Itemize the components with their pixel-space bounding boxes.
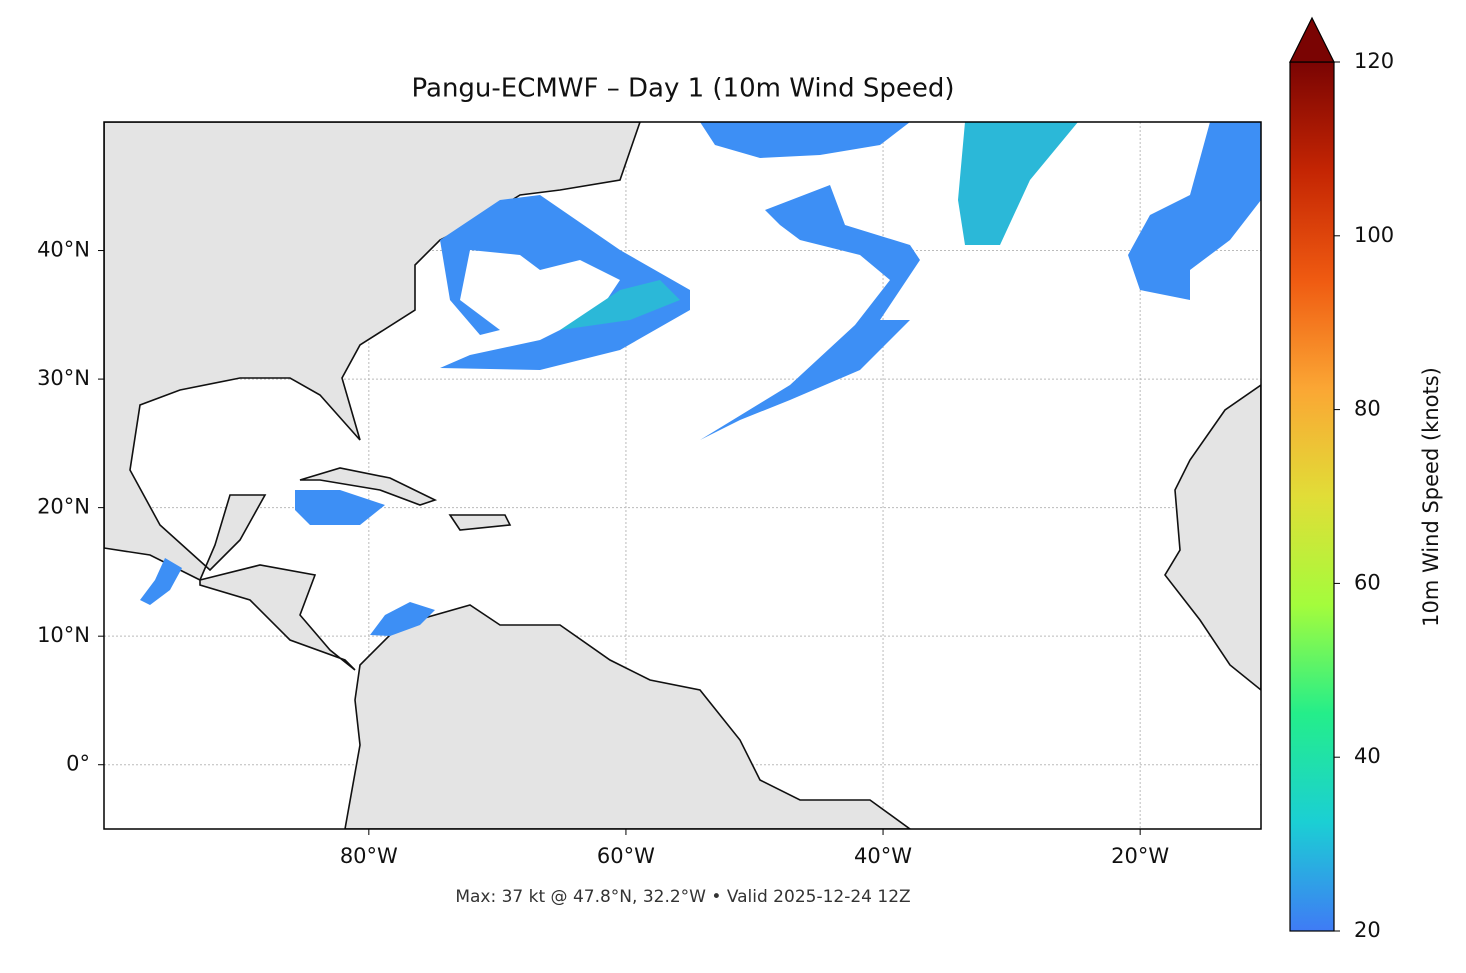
- wind-area: [560, 280, 680, 330]
- x-tick-label: 20°W: [1111, 844, 1169, 868]
- x-tick-label: 40°W: [854, 844, 912, 868]
- wind-area: [700, 122, 910, 158]
- colorbar-tick-label: 60: [1354, 570, 1381, 594]
- y-tick-label: 0°: [66, 752, 90, 776]
- wind-area: [295, 490, 385, 525]
- colorbar-tick-label: 40: [1354, 744, 1381, 768]
- colorbar-tick-label: 100: [1354, 223, 1394, 247]
- y-tick-label: 40°N: [37, 238, 90, 262]
- africa: [1164, 384, 1261, 692]
- y-tick-label: 10°N: [37, 623, 90, 647]
- colorbar: 10m Wind Speed (knots) 20 40 60 80 100 120: [1289, 16, 1443, 942]
- y-tick-label: 20°N: [37, 495, 90, 519]
- wind-area: [1128, 122, 1261, 300]
- x-tick-label: 60°W: [597, 844, 655, 868]
- colorbar-bar: [1289, 61, 1335, 932]
- y-tick-label: 30°N: [37, 366, 90, 390]
- footer-note: Max: 37 kt @ 47.8°N, 32.2°W • Valid 2025…: [455, 887, 910, 907]
- colorbar-tick-label: 20: [1354, 918, 1381, 942]
- wind-area: [370, 602, 435, 636]
- wind-area: [650, 185, 920, 465]
- wind-area: [958, 122, 1078, 245]
- x-tick-label: 80°W: [340, 844, 398, 868]
- central-america: [199, 564, 356, 671]
- map-title: Pangu-ECMWF – Day 1 (10m Wind Speed): [412, 74, 955, 104]
- colorbar-extend: [1289, 16, 1335, 63]
- wind-area: [140, 558, 182, 605]
- south-america: [344, 604, 912, 829]
- wind-field: [140, 122, 1261, 636]
- cuba: [299, 467, 438, 506]
- colorbar-label: 10m Wind Speed (knots): [1419, 367, 1443, 627]
- hispaniola: [448, 514, 512, 531]
- map-frame: [103, 121, 1262, 830]
- land: [104, 122, 1261, 829]
- colorbar-tick-label: 120: [1354, 49, 1394, 73]
- wind-area: [440, 195, 690, 370]
- colorbar-tick-label: 80: [1354, 397, 1381, 421]
